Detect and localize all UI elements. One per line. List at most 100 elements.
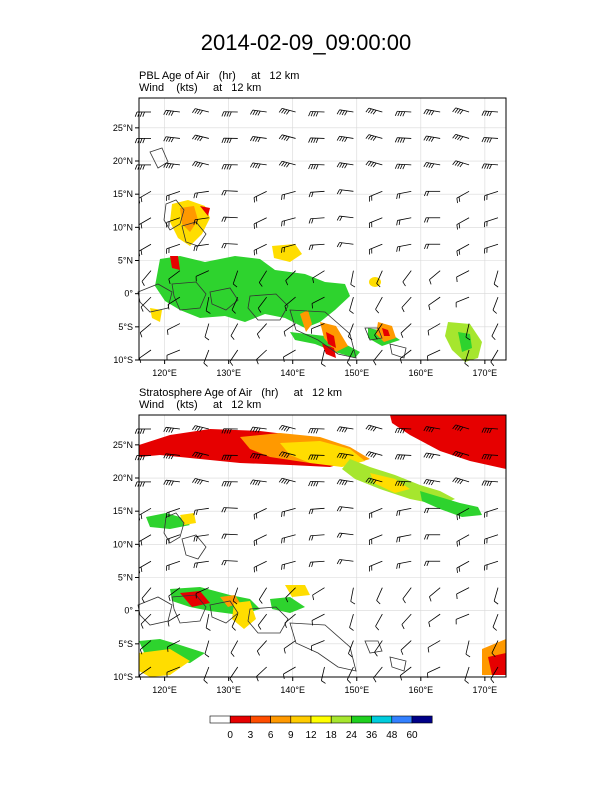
wind-barb-flag xyxy=(336,479,340,485)
wind-barb-flag xyxy=(313,137,316,143)
wind-barb-flag xyxy=(141,281,145,286)
wind-barb-flag xyxy=(193,510,196,516)
wind-barb-flag xyxy=(192,425,196,430)
wind-barb-flag xyxy=(336,453,340,458)
wind-barb-flag xyxy=(370,452,375,458)
wind-barb-flag xyxy=(424,217,427,223)
wind-barb-flag xyxy=(339,242,343,248)
wind-barb-flag xyxy=(454,451,459,457)
wind-barb xyxy=(140,323,152,333)
wind-barb-flag xyxy=(484,111,487,116)
wind-barb-flag xyxy=(229,111,232,117)
wind-barb-flag xyxy=(346,362,351,367)
wind-barb-flag xyxy=(402,481,406,487)
wind-barb-flag xyxy=(400,649,404,655)
wind-barb-flag xyxy=(165,480,169,486)
wind-barb-flag xyxy=(224,455,227,461)
wind-barb-flag xyxy=(428,453,432,459)
wind-barb xyxy=(456,270,470,278)
wind-barb-flag xyxy=(344,163,348,169)
wind-barb-flag xyxy=(308,137,311,143)
wind-barb-flag xyxy=(484,137,487,143)
wind-barb-flag xyxy=(134,164,138,170)
colorbar-boxes xyxy=(209,715,433,724)
wind-barb-flag xyxy=(281,511,283,517)
wind-barb-flag xyxy=(399,428,403,434)
wind-barb-flag xyxy=(230,335,235,340)
wind-barb-flag xyxy=(336,532,340,538)
wind-barb xyxy=(464,349,470,364)
wind-barb-flag xyxy=(339,453,343,459)
wind-barb-flag xyxy=(311,620,313,626)
wind-barb-flag xyxy=(224,111,227,117)
wind-barb-flag xyxy=(283,194,285,200)
wind-barb-flag xyxy=(397,111,401,117)
wind-barb-flag xyxy=(281,247,283,253)
panel1-field-label: PBL Age of Air (hr) at 12 km xyxy=(139,70,300,82)
wind-barb xyxy=(402,587,412,600)
wind-barb-flag xyxy=(194,161,199,167)
lon-tick-label: 130°E xyxy=(216,685,241,695)
wind-barb-flag xyxy=(140,514,143,520)
wind-barb xyxy=(427,323,441,331)
wind-barb-flag xyxy=(486,164,490,169)
wind-barb-flag xyxy=(252,136,256,142)
wind-barb-flag xyxy=(196,136,201,141)
wind-barb-flag xyxy=(283,426,288,431)
wind-barb-flag xyxy=(481,137,485,143)
wind-barb-flag xyxy=(170,480,174,486)
wind-barb-flag xyxy=(398,563,401,569)
wind-barb-flag xyxy=(430,163,435,169)
lat-tick-label: 10°S xyxy=(113,672,133,682)
wind-barb xyxy=(320,349,325,364)
wind-barb-flag xyxy=(341,480,345,486)
wind-barb-flag xyxy=(402,281,406,287)
wind-barb xyxy=(491,640,499,654)
wind-barb-flag xyxy=(255,480,259,486)
wind-barb xyxy=(455,296,470,303)
wind-barb-flag xyxy=(429,596,432,602)
wind-barb-flag xyxy=(308,245,311,251)
wind-barb xyxy=(465,323,470,338)
wind-barb xyxy=(312,587,325,596)
wind-barb-flag xyxy=(195,245,198,251)
wind-barb-flag xyxy=(193,563,196,569)
colorbar-box xyxy=(351,715,372,724)
wind-barb-flag xyxy=(376,283,381,288)
wind-barb-flag xyxy=(465,336,471,341)
wind-barb-flag xyxy=(308,218,311,224)
wind-barb-flag xyxy=(336,506,340,512)
colorbar-label: 60 xyxy=(406,730,418,741)
map-axes: 120°E 130°E 140°E 150°E 160°E 170°E 25°N 20°N 15… xyxy=(113,440,497,695)
pbl-age-shading xyxy=(150,200,482,362)
wind-barb-flag xyxy=(255,110,259,116)
wind-barb-flag xyxy=(336,215,340,221)
wind-barb-flag xyxy=(459,426,464,432)
wind-barb-flag xyxy=(308,509,311,515)
wind-barb-flag xyxy=(167,304,170,310)
lat-tick-label: 15°N xyxy=(113,189,133,199)
wind-barb-flag xyxy=(221,455,225,460)
wind-barb-flag xyxy=(167,329,169,335)
wind-barb-flag xyxy=(315,481,319,487)
wind-barb-flag xyxy=(311,561,314,567)
wind-barbs xyxy=(134,107,499,367)
wind-barb-flag xyxy=(140,223,143,229)
wind-barb-flag xyxy=(283,162,288,167)
wind-barb xyxy=(232,587,239,602)
wind-barb xyxy=(375,613,383,627)
wind-barb xyxy=(232,270,239,285)
wind-barb-flag xyxy=(315,138,319,143)
wind-barb-flag xyxy=(192,451,196,457)
wind-barb-flag xyxy=(426,561,430,567)
wind-barb-flag xyxy=(365,451,370,456)
wind-barb-flag xyxy=(308,562,311,568)
wind-barb-flag xyxy=(372,453,377,458)
wind-barb-flag xyxy=(341,136,345,142)
lon-tick-label: 150°E xyxy=(344,685,369,695)
wind-barb-flag xyxy=(400,332,404,338)
colorbar-box xyxy=(330,715,352,724)
wind-barb-flag xyxy=(284,622,287,628)
wind-barb-flag xyxy=(454,161,459,166)
wind-barb-flag xyxy=(454,478,459,483)
